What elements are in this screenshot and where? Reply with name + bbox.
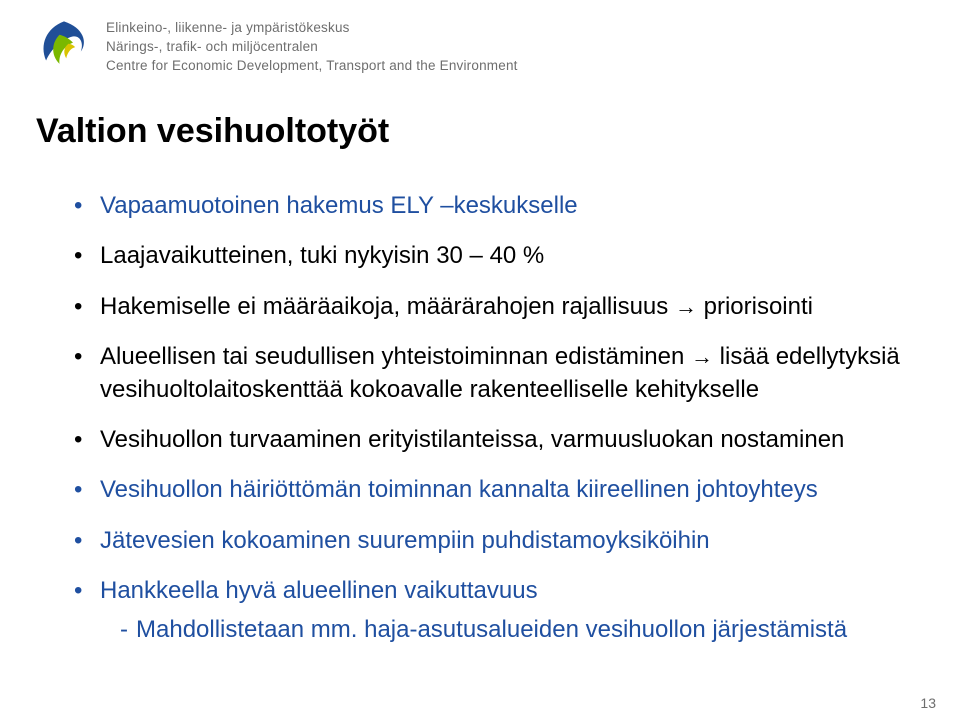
page-title: Valtion vesihuoltotyöt bbox=[36, 112, 389, 151]
page-number: 13 bbox=[920, 695, 936, 711]
list-item: Laajavaikutteinen, tuki nykyisin 30 – 40… bbox=[74, 240, 920, 272]
ely-logo-icon bbox=[36, 18, 92, 74]
org-line-en: Centre for Economic Development, Transpo… bbox=[106, 58, 518, 75]
bullet-text-post: priorisointi bbox=[697, 293, 813, 320]
list-item: Vapaamuotoinen hakemus ELY –keskukselle bbox=[74, 190, 920, 222]
bullet-text: Vesihuollon häiriöttömän toiminnan kanna… bbox=[100, 476, 818, 503]
arrow-icon: → bbox=[675, 294, 697, 319]
list-item: Alueellisen tai seudullisen yhteistoimin… bbox=[74, 341, 920, 406]
bullet-list: Vapaamuotoinen hakemus ELY –keskukselle … bbox=[74, 190, 920, 664]
list-item: Hankkeella hyvä alueellinen vaikuttavuus… bbox=[74, 575, 920, 646]
bullet-text: Hankkeella hyvä alueellinen vaikuttavuus bbox=[100, 577, 538, 604]
bullet-text: Vesihuollon turvaaminen erityistilanteis… bbox=[100, 426, 844, 453]
org-line-sv: Närings-, trafik- och miljöcentralen bbox=[106, 39, 518, 56]
list-item: Vesihuollon häiriöttömän toiminnan kanna… bbox=[74, 474, 920, 506]
bullet-text: Laajavaikutteinen, tuki nykyisin 30 – 40… bbox=[100, 242, 544, 269]
bullet-text: Jätevesien kokoaminen suurempiin puhdist… bbox=[100, 527, 710, 554]
list-item: Hakemiselle ei määräaikoja, määrärahojen… bbox=[74, 291, 920, 323]
bullet-text: Vapaamuotoinen hakemus ELY –keskukselle bbox=[100, 192, 578, 219]
list-item: Vesihuollon turvaaminen erityistilanteis… bbox=[74, 424, 920, 456]
list-item: Jätevesien kokoaminen suurempiin puhdist… bbox=[74, 525, 920, 557]
header: Elinkeino-, liikenne- ja ympäristökeskus… bbox=[36, 18, 518, 75]
slide: Elinkeino-, liikenne- ja ympäristökeskus… bbox=[0, 0, 960, 727]
org-line-fi: Elinkeino-, liikenne- ja ympäristökeskus bbox=[106, 20, 518, 37]
bullet-text-pre: Hakemiselle ei määräaikoja, määrärahojen… bbox=[100, 293, 675, 320]
org-name-block: Elinkeino-, liikenne- ja ympäristökeskus… bbox=[106, 18, 518, 75]
bullet-text-pre: Alueellisen tai seudullisen yhteistoimin… bbox=[100, 343, 691, 370]
bullet-subtext: Mahdollistetaan mm. haja-asutusalueiden … bbox=[100, 614, 920, 646]
arrow-icon: → bbox=[691, 344, 713, 369]
logo bbox=[36, 18, 92, 74]
